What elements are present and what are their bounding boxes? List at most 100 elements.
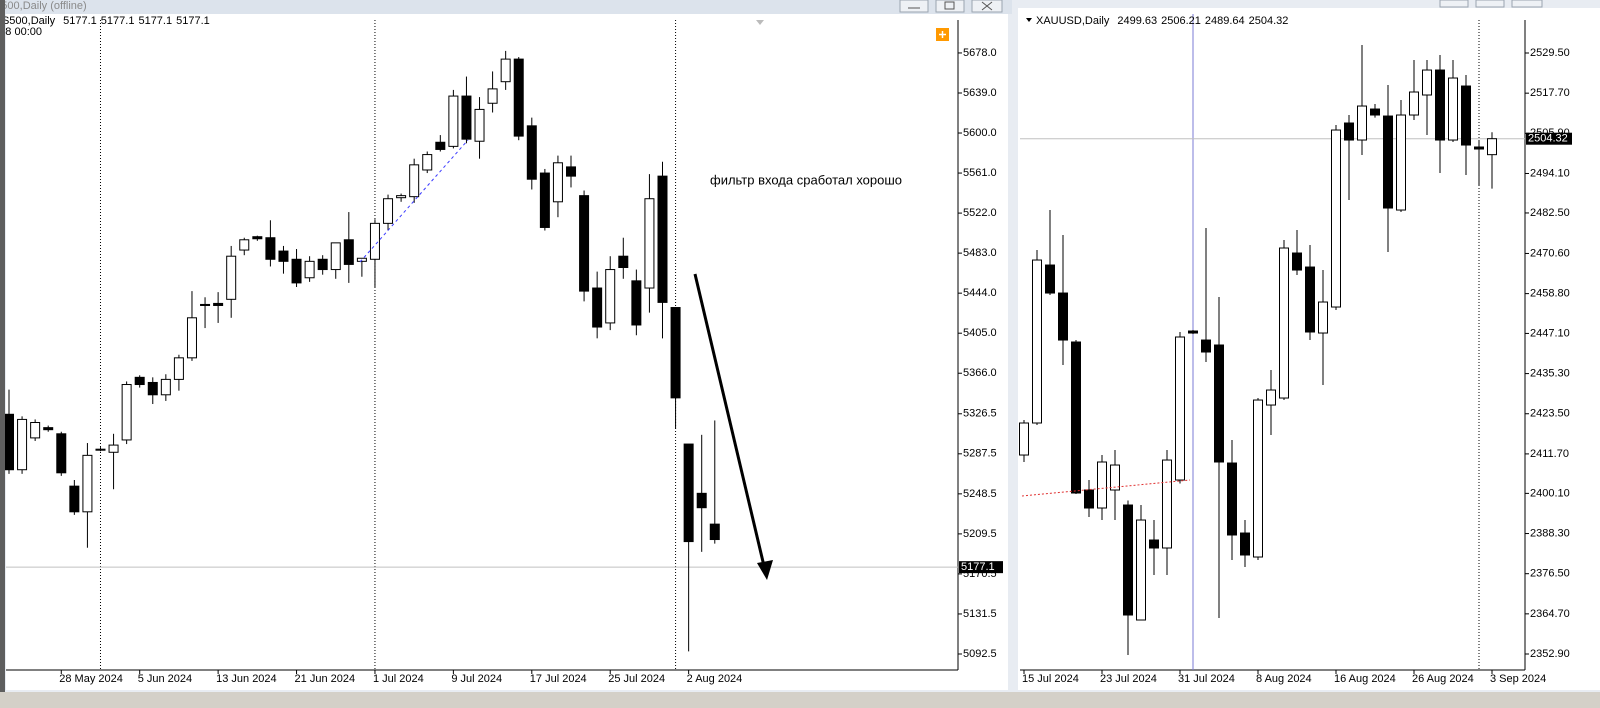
candle-body [396, 195, 407, 199]
y-tick-label: 2458.80 [1530, 288, 1570, 300]
price-label-box [959, 561, 1003, 574]
candle-body [278, 250, 289, 262]
candle-body [1071, 341, 1081, 494]
candle-body [1149, 539, 1159, 549]
candle-body [69, 485, 80, 513]
candle-body [1279, 247, 1289, 399]
maximize-button[interactable] [935, 0, 965, 13]
candle-body [226, 255, 237, 300]
y-tick-label: 5092.5 [963, 648, 997, 660]
candle-body [670, 307, 681, 399]
shift-marker [756, 20, 764, 25]
candle-body [1266, 389, 1276, 406]
candle-body [526, 125, 537, 180]
annotation: фильтр входа сработал хорошо [710, 172, 902, 187]
y-tick-label: 5366.0 [963, 367, 997, 379]
candle-body [330, 242, 341, 271]
x-tick-label: 2 Aug 2024 [687, 673, 743, 685]
candle-body [500, 58, 511, 83]
y-tick-label: 2411.70 [1530, 448, 1569, 460]
candle-body [1305, 266, 1315, 333]
candle-body [1435, 69, 1445, 141]
candle-body [1253, 399, 1263, 558]
chart-title: XAUUSD,Daily [1036, 15, 1110, 27]
candle-body [4, 413, 14, 471]
header-value: 2504.32 [1249, 15, 1289, 27]
y-tick-label: 2482.50 [1530, 207, 1570, 219]
candle-body [566, 166, 577, 177]
x-tick-label: 31 Jul 2024 [1178, 673, 1235, 685]
y-tick-label: 2529.50 [1530, 47, 1570, 59]
candle-body [160, 378, 171, 396]
right-chart: 2529.502517.702505.902494.102482.502470.… [1019, 15, 1572, 685]
candle-body [696, 492, 707, 509]
close-button[interactable] [1511, 0, 1543, 8]
candle-body [1383, 115, 1393, 209]
menu-arrow[interactable] [1026, 18, 1032, 22]
y-tick-label: 2470.60 [1530, 247, 1570, 259]
candle-body [200, 303, 211, 306]
y-tick-label: 2388.30 [1530, 527, 1570, 539]
candle-body [121, 384, 132, 441]
candle-body [173, 357, 184, 380]
arrow-head [757, 560, 773, 580]
y-tick-label: 5600.0 [963, 127, 997, 139]
header-value: 2489.64 [1205, 15, 1245, 27]
header-value: 2506.21 [1161, 15, 1201, 27]
candle-body [383, 198, 394, 224]
candle-body [1097, 461, 1107, 509]
x-tick-label: 15 Jul 2024 [1022, 673, 1079, 685]
candle-body [592, 287, 603, 328]
candle-body [304, 260, 315, 279]
candle-body [82, 454, 93, 513]
maximize-button[interactable] [1475, 0, 1505, 8]
time-label: 2.28 00:00 [0, 26, 42, 38]
candle-body [1474, 146, 1484, 150]
x-tick-label: 5 Jun 2024 [138, 673, 192, 685]
candle-body [579, 195, 590, 292]
arrow [693, 273, 766, 567]
header-value: 5177.1 [63, 15, 97, 27]
candle-body [683, 443, 694, 543]
candle-body [657, 175, 668, 303]
price-label: 2504.32 [1528, 133, 1568, 145]
candle-body [448, 95, 459, 147]
candle-body [1045, 264, 1055, 294]
y-tick-label: 2364.70 [1530, 608, 1570, 620]
header-value: 5177.1 [101, 15, 135, 27]
chart-header: XAUUSD,Daily 2499.63 2506.21 2489.64 2504.32 [1036, 15, 1288, 27]
left-title-bar [0, 0, 1012, 14]
left-edge [0, 0, 5, 692]
minimize-button[interactable] [899, 0, 929, 13]
y-tick-label: 5248.5 [963, 488, 997, 500]
candle-body [1461, 85, 1471, 146]
candle-body [43, 427, 54, 431]
candle-body [539, 172, 550, 228]
minimize-button[interactable] [1439, 0, 1469, 8]
candle-body [1032, 259, 1042, 424]
y-tick-label: 2447.10 [1530, 327, 1570, 339]
plus-icon [939, 31, 946, 38]
y-tick-label: 5561.0 [963, 167, 997, 179]
x-tick-label: 21 Jun 2024 [295, 673, 356, 685]
y-tick-label: 5678.0 [963, 47, 997, 59]
candle-body [343, 239, 354, 265]
candle-body [644, 198, 655, 289]
candle-body [1162, 459, 1172, 549]
price-label-box [1526, 132, 1572, 145]
y-tick-label: 5639.0 [963, 87, 997, 99]
x-tick-label: 16 Aug 2024 [1334, 673, 1396, 685]
candle-body [147, 381, 158, 396]
x-tick-label: 9 Jul 2024 [451, 673, 502, 685]
candle-body [513, 58, 524, 137]
candle-body [1214, 344, 1224, 463]
candle-body [552, 162, 563, 203]
x-tick-label: 1 Jul 2024 [373, 673, 424, 685]
candle-body [30, 422, 41, 439]
y-tick-label: 2517.70 [1530, 87, 1570, 99]
candle-body [1123, 504, 1133, 616]
window-title: US500,Daily (offline) [0, 0, 87, 12]
chart-title: US500,Daily [0, 15, 56, 27]
y-tick-label: 5131.5 [963, 608, 997, 620]
header-value: 5177.1 [138, 15, 172, 27]
